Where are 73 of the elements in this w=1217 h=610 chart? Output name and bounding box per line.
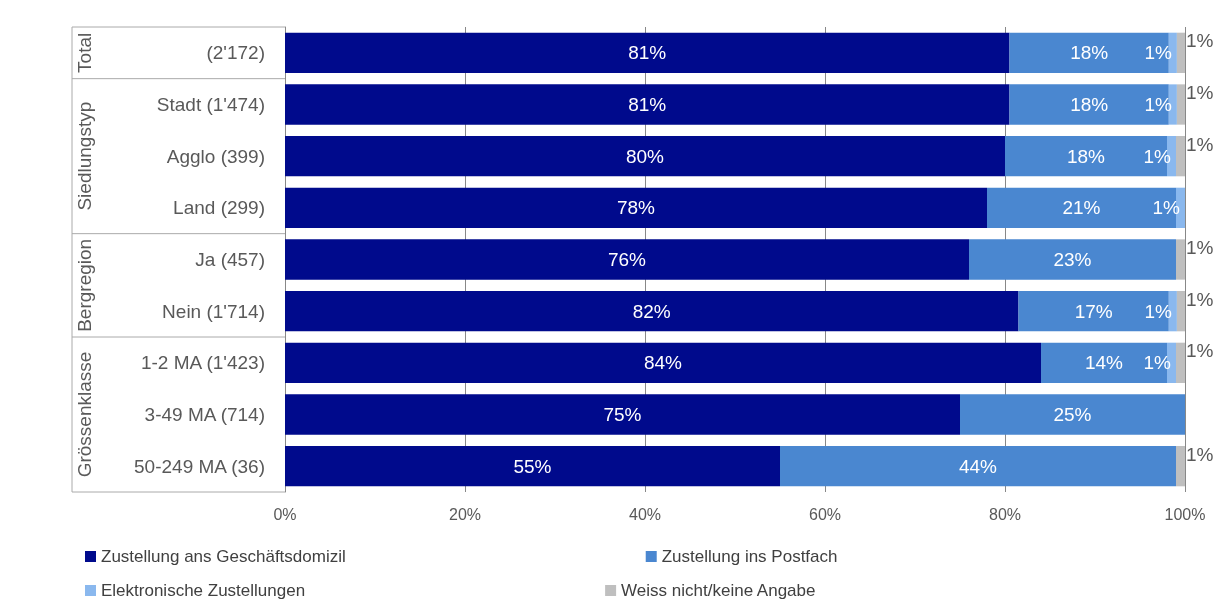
data-label: 1% [1186, 82, 1214, 103]
data-label: 1% [1144, 300, 1172, 322]
text: Bergregion [73, 238, 95, 332]
bar [285, 446, 780, 487]
bar [285, 239, 969, 280]
data-label: 18% [1070, 94, 1109, 115]
bar [969, 239, 1176, 280]
legend-label: Weiss nicht/keine Angabe [621, 581, 816, 600]
data-label: 80% [625, 145, 665, 167]
data-label: 1% [1186, 340, 1214, 362]
data-label: 81% [628, 42, 667, 64]
y-tick-label: 50-249 MA (36) [134, 455, 265, 477]
data-label: 1% [1186, 30, 1214, 52]
data-label: 1% [1144, 94, 1172, 115]
data-label: 82% [632, 300, 671, 322]
bar [1176, 291, 1185, 332]
bar [1176, 84, 1185, 125]
data-label: 81% [628, 94, 667, 115]
data-label: 1% [1144, 42, 1172, 64]
y-tick-label: Nein (1'714) [162, 300, 265, 322]
data-label: 1% [1152, 197, 1181, 219]
bar [780, 446, 1176, 487]
x-tick-label: 80% [988, 505, 1022, 523]
data-label: 21% [1062, 197, 1101, 219]
data-label: 25% [1053, 404, 1092, 425]
x-tick-label: 100% [1164, 505, 1206, 523]
bar [285, 394, 960, 435]
y-tick-label: 1-2 MA (1'423) [140, 352, 265, 374]
data-label: 76% [607, 249, 647, 270]
bar [285, 342, 1041, 383]
y-tick-label: Land (299) [173, 197, 265, 219]
text: Total [73, 32, 95, 73]
y-tick-label: (2'172) [206, 42, 265, 64]
text: Grössenklasse [73, 351, 95, 478]
bar [1176, 342, 1185, 383]
data-label: 1% [1186, 443, 1214, 465]
y-tick-label: 3-49 MA (714) [144, 404, 265, 425]
bar [285, 136, 1005, 177]
data-label: 55% [513, 455, 552, 477]
data-label: 78% [616, 197, 656, 219]
legend-label: Elektronische Zustellungen [101, 581, 306, 600]
x-tick-label: 40% [628, 505, 662, 523]
data-label: 1% [1143, 352, 1172, 374]
data-label: 44% [958, 455, 998, 477]
x-tick-label: 60% [808, 505, 842, 523]
bar [285, 187, 987, 228]
bar [285, 84, 1010, 125]
data-label: 17% [1074, 300, 1113, 322]
data-label: 23% [1053, 249, 1092, 270]
data-label: 1% [1186, 133, 1214, 155]
bar [285, 291, 1019, 332]
data-label: 1% [1186, 288, 1214, 310]
data-label: 84% [643, 352, 683, 374]
data-label: 14% [1084, 352, 1124, 374]
y-tick-label: Ja (457) [195, 249, 265, 270]
x-tick-label: 0% [273, 505, 297, 523]
legend-label: Zustellung ins Postfach [661, 547, 838, 566]
data-label: 18% [1066, 145, 1106, 167]
x-tick-label: 20% [448, 505, 482, 523]
data-label: 1% [1186, 237, 1214, 258]
legend-label: Zustellung ans Geschäftsdomizil [101, 547, 346, 566]
bar [960, 394, 1185, 435]
bar [1176, 136, 1185, 177]
y-tick-label: Stadt (1'474) [156, 94, 265, 115]
bar [1176, 446, 1185, 487]
text: Siedlungstyp [73, 101, 95, 211]
data-label: 1% [1143, 145, 1172, 167]
bar [1176, 32, 1185, 73]
y-tick-label: Agglo (399) [166, 145, 265, 167]
bar [1176, 239, 1185, 280]
data-label: 18% [1070, 42, 1109, 64]
bar [285, 32, 1010, 73]
data-label: 75% [603, 404, 642, 425]
